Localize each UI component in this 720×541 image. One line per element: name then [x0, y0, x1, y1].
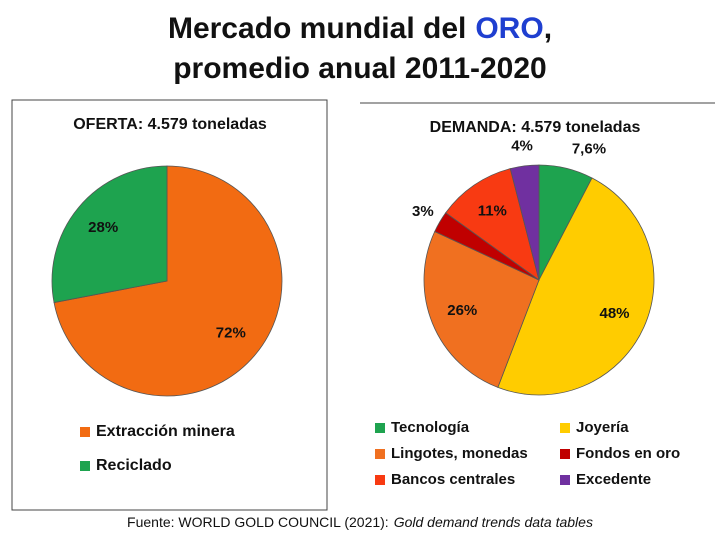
- pie-slice: [53, 165, 283, 397]
- pie-title: DEMANDA: 4.579 toneladas: [430, 119, 641, 136]
- legend-label: Bancos centrales: [391, 471, 515, 488]
- legend-swatch: [375, 449, 385, 459]
- data-label: 3%: [412, 203, 434, 220]
- pie-slice: [445, 168, 540, 281]
- legend-label: Excedente: [576, 471, 651, 488]
- data-label: 28%: [88, 219, 118, 236]
- data-label: 4%: [511, 137, 533, 154]
- legend-swatch: [375, 475, 385, 485]
- pie-slice: [509, 164, 540, 281]
- legend-swatch: [80, 461, 90, 471]
- legend-label: Lingotes, monedas: [391, 445, 528, 462]
- legend-label: Joyería: [576, 419, 629, 436]
- legend-label: Reciclado: [96, 457, 172, 474]
- legend-swatch: [560, 449, 570, 459]
- pie-slice: [423, 230, 540, 388]
- legend-swatch: [560, 475, 570, 485]
- chart-title: promedio anual 2011-2020: [173, 52, 547, 85]
- pie-slice: [51, 165, 168, 304]
- data-label: 26%: [447, 302, 477, 319]
- legend-swatch: [560, 423, 570, 433]
- pie-title: OFERTA: 4.579 toneladas: [73, 116, 267, 133]
- title-highlight: ORO: [475, 12, 543, 45]
- title-text: Mercado mundial del: [168, 12, 466, 45]
- panel-frame: [11, 99, 328, 511]
- footer-source: Fuente: WORLD GOLD COUNCIL (2021):: [127, 514, 389, 530]
- data-label: 7,6%: [572, 140, 606, 157]
- legend-label: Tecnología: [391, 419, 470, 436]
- legend-swatch: [80, 427, 90, 437]
- legend-label: Extracción minera: [96, 423, 235, 440]
- pie-slice: [497, 177, 655, 396]
- chart-title: Mercado mundial del ORO,: [168, 12, 552, 45]
- data-label: 11%: [478, 203, 507, 220]
- data-label: 48%: [599, 305, 629, 322]
- footer: Fuente: WORLD GOLD COUNCIL (2021): Gold d…: [127, 514, 593, 530]
- legend-label: Fondos en oro: [576, 445, 680, 462]
- footer-publication: Gold demand trends data tables: [394, 514, 593, 530]
- legend-swatch: [375, 423, 385, 433]
- data-label: 72%: [216, 325, 246, 342]
- title-text: ,: [544, 12, 552, 45]
